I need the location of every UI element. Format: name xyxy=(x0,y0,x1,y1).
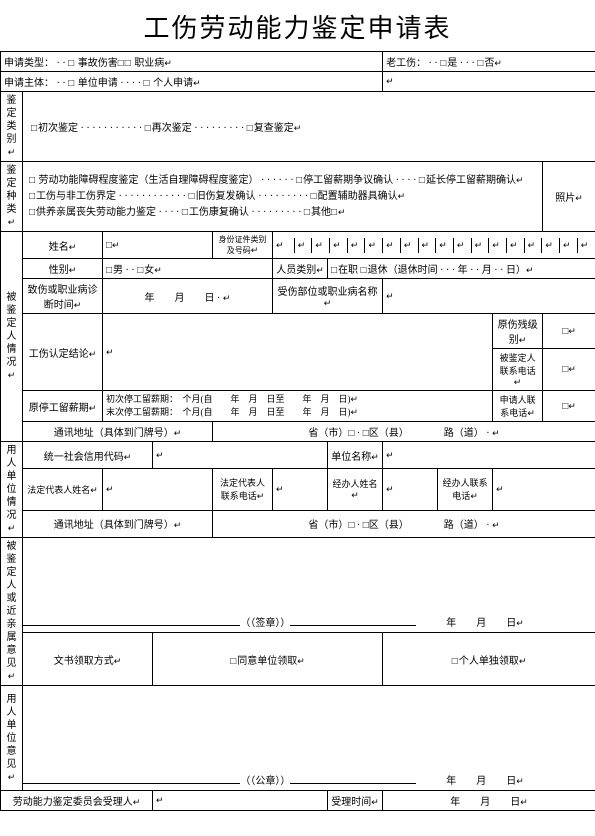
docrecv-label: 文书领取方式 xyxy=(23,633,153,686)
name-label: 姓名 xyxy=(23,232,103,259)
applicanttel-label: 申请人联系电话 xyxy=(493,391,543,422)
docrecv-opt-b[interactable]: 个人单独领取 xyxy=(383,633,595,686)
legaltel-label: 法定代表人联系电话 xyxy=(213,469,273,511)
legaltel-field[interactable] xyxy=(273,469,328,511)
agentname-label: 经办人姓名 xyxy=(328,469,383,511)
identify-category-options[interactable]: 初次鉴定 · · · · · · · · · · · 再次鉴定 · · · · … xyxy=(23,92,595,162)
blank-cell xyxy=(383,72,595,92)
receiver-label: 劳动能力鉴定委员会受理人 xyxy=(1,791,153,811)
identify-category-label: 鉴定类别 xyxy=(1,92,23,162)
unitname-label: 单位名称 xyxy=(328,442,383,469)
emptype-label: 人员类别 xyxy=(273,259,328,279)
conclusion-label: 工伤认定结论 xyxy=(23,314,103,391)
conclusion-field[interactable] xyxy=(103,314,493,391)
origlevel-label: 原伤残级别 xyxy=(493,314,543,349)
origstop-label: 原停工留薪期 xyxy=(23,391,103,422)
employer-addr-label: 通讯地址（具体到门牌号） xyxy=(23,510,213,537)
origlevel-field[interactable]: □ xyxy=(543,314,595,349)
opinion1-label: 被鉴定人或近亲属意见 xyxy=(1,538,23,686)
applicanttel-field[interactable]: □ xyxy=(543,391,595,422)
opinion2-field[interactable]: （（公章）） 年 月 日 xyxy=(23,686,595,791)
id-field[interactable] xyxy=(273,232,595,259)
opinion2-label: 用人单位意见 xyxy=(1,686,23,791)
agenttel-label: 经办人联系电话 xyxy=(438,469,493,511)
uscc-field[interactable] xyxy=(153,442,328,469)
name-field[interactable]: □ xyxy=(103,232,213,259)
emptype-field[interactable]: 在职 退休（退休时间 · · · 年 · · 月 · · 日） xyxy=(328,259,595,279)
injuredpart-field[interactable] xyxy=(383,279,595,314)
persontel-label: 被鉴定人联系电话 xyxy=(493,349,543,391)
uscc-label: 统一社会信用代码 xyxy=(23,442,153,469)
gender-field[interactable]: 男 · · 女 xyxy=(103,259,273,279)
persontel-field[interactable]: □ xyxy=(543,349,595,391)
docrecv-opt-a[interactable]: 同意单位领取 xyxy=(153,633,383,686)
receiver-field[interactable] xyxy=(153,791,328,811)
form-title: 工伤劳动能力鉴定申请表 xyxy=(0,0,595,51)
unitname-field[interactable] xyxy=(383,442,595,469)
id-label: 身份证件类别及号码 xyxy=(213,232,273,259)
gender-label: 性别 xyxy=(23,259,103,279)
employer-addr-field[interactable]: 省（市）□ · □区（县） 路（道） · xyxy=(213,510,595,537)
agenttel-field[interactable] xyxy=(493,469,595,511)
identify-type-options[interactable]: 劳动功能障碍程度鉴定（生活自理障碍程度鉴定） · · · · · · 停工留薪期… xyxy=(23,162,543,232)
diagtime-field[interactable]: 年 月 日 · xyxy=(103,279,273,314)
diagtime-label: 致伤或职业病诊断时间 xyxy=(23,279,103,314)
recvtime-field[interactable]: 年 月 日 xyxy=(383,791,595,811)
legalname-label: 法定代表人姓名 xyxy=(23,469,103,511)
form-table: 申请类型： · · 事故伤害 职业病 老工伤： · · 是 · · · 否 申请… xyxy=(0,51,595,811)
apply-subject-cell: 申请主体： · · 单位申请 · · · · 个人申请 xyxy=(1,72,383,92)
person-addr-label: 通讯地址（具体到门牌号） xyxy=(23,422,213,442)
origstop-field[interactable]: 初次停工留薪期： 个月(自 年 月 日至 年 月 日) 末次停工留薪期： 个月(… xyxy=(103,391,493,422)
person-addr-field[interactable]: 省（市）□ · □区（县） 路（道） · xyxy=(213,422,595,442)
person-section-label: 被鉴定人情况 xyxy=(1,232,23,442)
photo-cell: 照片 xyxy=(543,162,595,232)
employer-section-label: 用人单位情况 xyxy=(1,442,23,538)
agentname-field[interactable] xyxy=(383,469,438,511)
legalname-field[interactable] xyxy=(103,469,213,511)
recvtime-label: 受理时间 xyxy=(328,791,383,811)
old-injury-cell: 老工伤： · · 是 · · · 否 xyxy=(383,52,595,72)
injuredpart-label: 受伤部位或职业病名称 xyxy=(273,279,383,314)
opinion1-field[interactable]: （（签章）） 年 月 日 xyxy=(23,538,595,633)
identify-type-label: 鉴定种类 xyxy=(1,162,23,232)
apply-type-cell: 申请类型： · · 事故伤害 职业病 xyxy=(1,52,383,72)
